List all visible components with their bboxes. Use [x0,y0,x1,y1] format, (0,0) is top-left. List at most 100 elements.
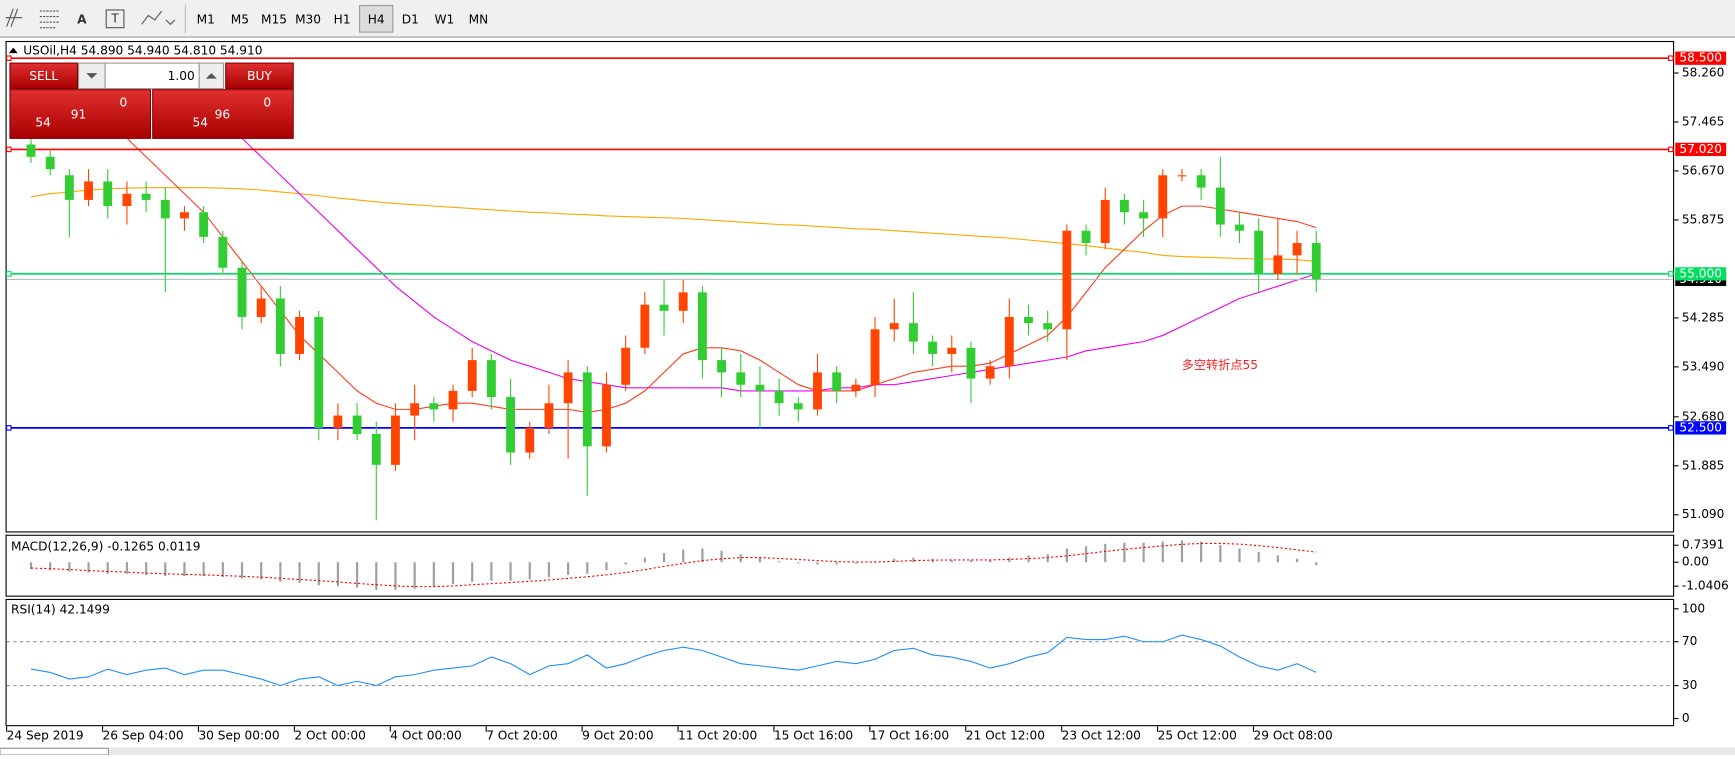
level-label-box [1675,421,1727,435]
timeframe-label[interactable]: MN [469,12,489,26]
candle-body [1177,175,1187,177]
candle-body [391,415,400,465]
y-tick-label: 51.090 [1682,507,1725,521]
candle-body [333,415,343,428]
scrollbar[interactable] [0,747,1735,755]
candle-body [563,372,573,404]
x-tick-label: 21 Oct 12:00 [966,729,1045,743]
timeframe-label[interactable]: D1 [402,12,419,26]
x-tick-label: 30 Sep 00:00 [198,729,279,743]
tool-text[interactable]: A [77,12,87,26]
candle-body [199,212,209,237]
candle-body [506,397,515,453]
buy-button[interactable] [225,62,294,90]
timeframe-label[interactable]: M1 [197,12,215,26]
header-arrow[interactable] [8,47,18,54]
level-handle [1668,55,1674,61]
timeframe-label[interactable]: H4 [368,12,385,26]
candle-body [429,403,439,410]
level-handle [6,425,12,431]
lines-icon[interactable] [39,10,60,29]
candle-body [1119,199,1129,213]
candle-body [813,372,822,410]
level-label-box [1675,51,1727,65]
timeframe-label[interactable]: W1 [434,12,454,26]
candle-body [985,366,995,379]
sell-price-box[interactable] [9,89,152,139]
candle-body [467,360,477,391]
candle-body [928,341,938,354]
y-tick-label: 54.285 [1682,310,1725,324]
candle-body [103,181,113,207]
candle-body [582,372,592,447]
x-tick-label: 15 Oct 16:00 [774,729,853,743]
buy-price-suffix[interactable]: 0 [263,95,271,109]
y-tick-label: 0 [1682,711,1690,725]
sell-label[interactable]: SELL [29,69,58,83]
candle-body [832,372,842,391]
candle-body [1235,224,1244,231]
candle-body [1004,316,1014,367]
y-tick-label: 55.875 [1682,212,1725,226]
timeframe-label[interactable]: H1 [334,12,351,26]
candle-body [26,144,36,157]
y-tick-label: 0.00 [1682,555,1709,569]
rsi-title: RSI(14) 42.1499 [11,602,110,616]
sell-button[interactable] [9,62,79,90]
y-tick-label: 56.670 [1682,163,1725,177]
candle-body [1273,255,1283,274]
candle-body [275,298,285,354]
candle-body [1196,175,1206,188]
x-tick-label: 2 Oct 00:00 [294,729,365,743]
buy-price-big[interactable]: 96 [215,108,230,122]
sell-price-prefix[interactable]: 54 [35,115,51,129]
candle-body [448,390,458,410]
sell-price-suffix[interactable]: 0 [120,95,128,109]
x-tick-label: 9 Oct 20:00 [582,729,653,743]
text-icon-box[interactable] [105,9,125,29]
x-tick-label: 17 Oct 16:00 [870,729,949,743]
toolbar [0,0,1735,38]
candle-body [659,304,669,311]
y-tick-label: 52.680 [1682,409,1725,423]
candle-body [717,360,727,373]
chart-header: USOil,H4 54.890 54.940 54.810 54.910 [23,43,262,57]
timeframe-label[interactable]: M5 [231,12,249,26]
x-tick-label: 26 Sep 04:00 [103,729,184,743]
sell-price-big[interactable]: 91 [71,108,86,122]
candle-body [1292,243,1302,256]
candle-body [218,236,228,268]
candle-body [544,403,554,428]
arrows-icon[interactable] [141,10,176,26]
grid-icon[interactable] [5,8,23,27]
buy-label[interactable]: BUY [247,69,272,83]
buy-price-box[interactable] [152,89,294,139]
level-handle [6,55,12,61]
timeframe-button[interactable] [359,4,394,33]
candle-body [851,384,861,391]
rsi-line [30,634,1317,687]
candle-body [966,347,976,379]
timeframe-label[interactable]: M30 [295,12,321,26]
buy-price-prefix[interactable]: 54 [193,115,209,129]
main-pane [5,40,1675,533]
x-tick-label: 4 Oct 00:00 [390,729,461,743]
candle-body [1158,175,1168,219]
candle-body [180,212,189,219]
tool-text[interactable]: T [110,11,119,25]
x-tick-label: 7 Oct 20:00 [486,729,557,743]
volume-value[interactable]: 1.00 [168,69,195,83]
y-tick-label: 51.885 [1682,458,1725,472]
y-tick-label: 57.465 [1682,114,1725,128]
y-tick-label: 100 [1682,601,1705,615]
scroll-tab[interactable] [0,747,109,756]
candle-body [486,360,496,398]
chart-window [0,38,1735,748]
timeframe-label[interactable]: M15 [261,12,287,26]
y-tick-label: 30 [1682,678,1697,692]
level-label-box [1675,142,1727,157]
level-label-box [1675,267,1727,281]
candle-body [1100,199,1110,244]
candle-body [141,193,151,200]
